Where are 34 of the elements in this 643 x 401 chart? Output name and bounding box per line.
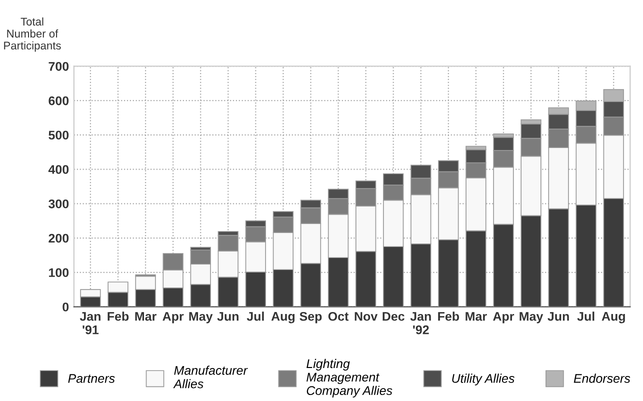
x-tick-label: Apr xyxy=(162,312,184,324)
y-tick-label: 700 xyxy=(48,62,69,71)
x-tick-label: Mar xyxy=(135,312,156,321)
legend-label: Utility Allies xyxy=(452,374,514,386)
x-tick-label: Dec xyxy=(382,312,404,321)
x-tick-label: Jan '92 xyxy=(410,312,431,334)
x-tick-label: Jan '91 xyxy=(80,312,100,334)
legend-label: Endorsers xyxy=(574,374,630,383)
x-tick-label: Sep xyxy=(300,312,322,324)
x-tick-label: Jul xyxy=(577,312,594,321)
x-tick-label: Aug xyxy=(602,312,625,324)
y-tick-label: 0 xyxy=(62,302,69,312)
legend-label: Manufacturer Allies xyxy=(173,366,248,388)
x-tick-label: Feb xyxy=(108,312,129,321)
y-tick-label: 600 xyxy=(48,96,69,106)
x-tick-label: Feb xyxy=(438,312,460,321)
x-tick-label: Nov xyxy=(354,312,378,321)
x-tick-label: May xyxy=(520,312,544,324)
legend-label: Partners xyxy=(68,374,115,383)
y-tick-label: 300 xyxy=(48,199,69,208)
x-tick-label: Jul xyxy=(246,312,264,321)
y-tick-label: 100 xyxy=(49,268,69,278)
y-tick-label: 400 xyxy=(48,165,69,174)
y-axis-title: Total Number of Participants xyxy=(4,17,61,52)
x-tick-label: Jun xyxy=(548,312,569,321)
x-tick-label: Mar xyxy=(466,312,487,321)
y-tick-label: 200 xyxy=(48,234,69,243)
legend-label: Lighting Management Company Allies xyxy=(306,358,392,398)
x-tick-label: May xyxy=(189,312,213,324)
x-tick-label: Aug xyxy=(271,312,295,324)
x-tick-label: Jun xyxy=(217,312,238,321)
y-tick-label: 500 xyxy=(48,130,69,140)
x-tick-label: Apr xyxy=(493,312,514,324)
x-tick-label: Oct xyxy=(328,312,349,321)
